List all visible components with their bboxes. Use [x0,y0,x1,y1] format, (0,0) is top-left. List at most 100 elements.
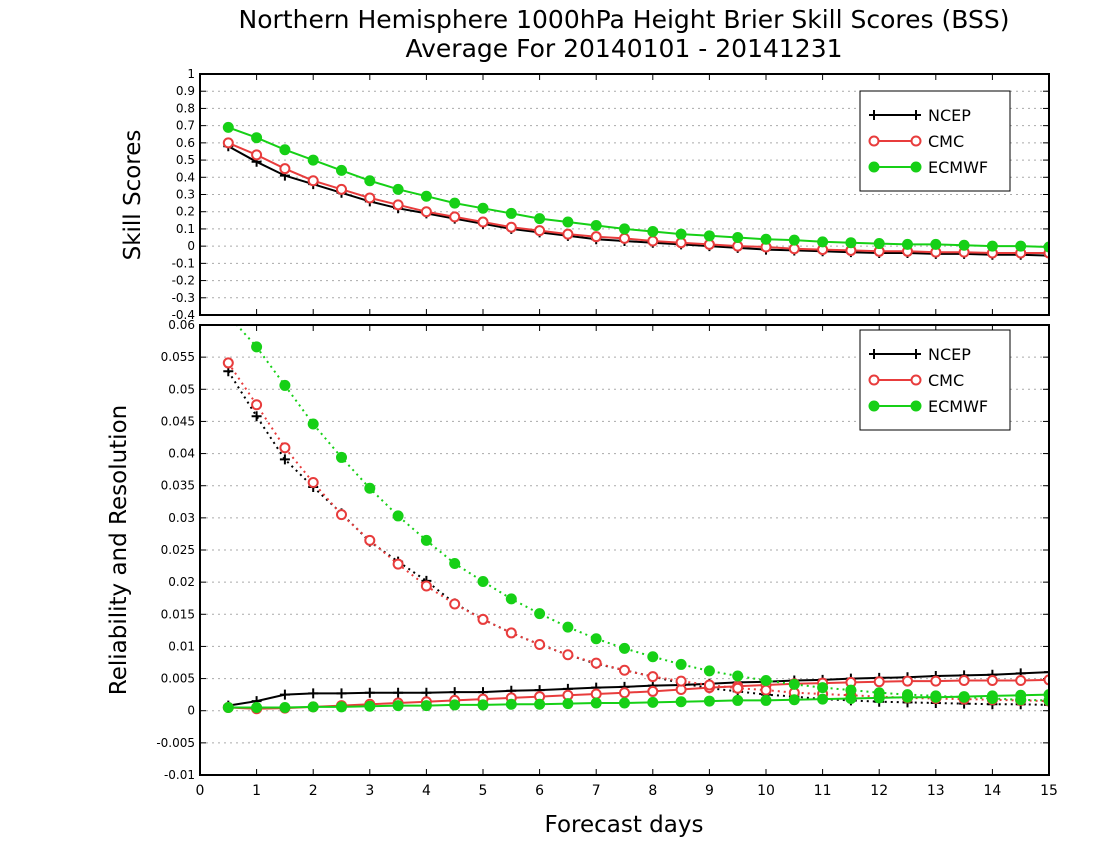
ecmwf-point [1015,240,1027,252]
ecmwf-point [873,238,885,250]
ecmwf-resolution-point [251,341,263,353]
x-tick-label: 12 [870,783,888,799]
legend-label-ncep: NCEP [928,106,971,125]
bottom-panel-y-axis-label: Reliability and Resolution [106,405,132,695]
cmc-resolution-point [449,598,461,610]
legend-label-ecmwf: ECMWF [928,397,988,416]
cmc-reliability-line [228,678,1049,710]
ecmwf-reliability-point [420,700,432,712]
ecmwf-point [420,190,432,202]
cmc-resolution-point [392,558,404,570]
ecmwf-resolution-point [364,482,376,494]
x-tick-label: 1 [252,783,261,799]
y-tick-label: 0 [187,239,195,253]
top-panel-y-axis-label: Skill Scores [120,130,146,261]
ecmwf-resolution-point [958,691,970,703]
ecmwf-reliability-point [534,698,546,710]
plot-frame [199,73,1050,316]
y-tick-label: 0.015 [161,607,195,621]
ecmwf-resolution-point [845,684,857,696]
chart-title: Northern Hemisphere 1000hPa Height Brier… [239,5,1010,34]
cmc-reliability-point [1043,674,1049,686]
y-tick-label: 0.055 [161,350,195,364]
cmc-reliability-point [873,676,885,688]
ecmwf-resolution-point [647,651,659,663]
cmc-point [364,192,376,204]
x-tick-label: 11 [814,783,832,799]
ecmwf-resolution-point [873,687,885,699]
cmc-resolution-point [732,682,744,694]
y-tick-label: 0.005 [161,672,195,686]
legend: NCEP CMC ECMWF [859,90,1011,192]
y-tick-label: 0.4 [176,170,195,184]
ecmwf-reliability-point [279,702,291,713]
cmc-resolution-point [336,509,347,521]
ecmwf-point [760,233,772,245]
legend-marker-ncep [869,349,879,359]
ecmwf-reliability-point [732,694,744,706]
cmc-point [307,175,319,187]
ecmwf-resolution-point [505,593,517,605]
x-tick-label: 6 [535,783,544,799]
ecmwf-resolution-point [619,642,630,654]
legend-marker-ecmwf [868,161,880,173]
ecmwf-reliability-point [222,702,234,713]
legend-marker-cmc [868,135,880,147]
cmc-resolution-point [307,477,319,488]
x-tick-label: 5 [479,783,488,799]
ecmwf-point [902,238,913,250]
legend-label-cmc: CMC [928,371,964,390]
cmc-point [477,216,489,228]
ecmwf-point [958,239,970,251]
ecmwf-reliability-point [336,701,347,713]
series-group [222,325,1049,715]
y-tick-label: 0.035 [161,479,195,493]
cmc-point [505,221,517,233]
ncep-reliability-point [336,688,347,699]
y-tick-label: 0.6 [176,136,195,150]
cmc-reliability-point [930,675,942,687]
ecmwf-reliability-point [364,700,376,712]
ecmwf-point [703,230,715,242]
cmc-reliability-point [902,675,913,687]
ecmwf-reliability-point [477,699,489,711]
cmc-point [420,206,432,218]
ncep-resolution-point [279,454,290,465]
ncep-reliability-point [421,687,432,698]
cmc-resolution-point [279,442,291,454]
legend-marker-ncep [911,110,921,120]
cmc-resolution-point [222,357,234,369]
ncep-reliability-point [1044,667,1049,678]
cmc-resolution-point [477,613,489,625]
ecmwf-reliability-point [760,694,772,706]
legend-marker-cmc [910,374,922,386]
cmc-point [251,149,263,161]
cmc-reliability-point [590,688,602,700]
ncep-reliability-line [228,671,1049,707]
ecmwf-reliability-point [788,694,800,706]
ecmwf-resolution-point [279,379,291,391]
legend-marker-ncep [869,110,879,120]
ecmwf-resolution-point [817,682,829,694]
ecmwf-reliability-point [505,698,517,710]
chart-subtitle: Average For 20140101 - 20141231 [405,34,842,63]
x-tick-label: 13 [927,783,945,799]
y-tick-label: 0.03 [168,511,195,525]
ecmwf-resolution-point [534,608,546,620]
cmc-resolution-point [505,627,517,639]
ncep-resolution-point [251,411,262,422]
legend-marker-cmc [868,374,880,386]
ecmwf-point [222,121,234,133]
legend-marker-ecmwf [910,161,922,173]
ecmwf-point [477,202,489,214]
ecmwf-resolution-point [307,418,319,430]
ecmwf-resolution-line [235,325,1049,702]
ecmwf-resolution-point [760,675,772,686]
ecmwf-resolution-point [732,670,744,682]
ecmwf-resolution-point [1043,694,1049,706]
y-tick-label: 0.7 [176,119,195,133]
cmc-point [647,235,659,247]
x-tick-label: 9 [705,783,714,799]
y-tick-label: 0.8 [176,101,195,115]
